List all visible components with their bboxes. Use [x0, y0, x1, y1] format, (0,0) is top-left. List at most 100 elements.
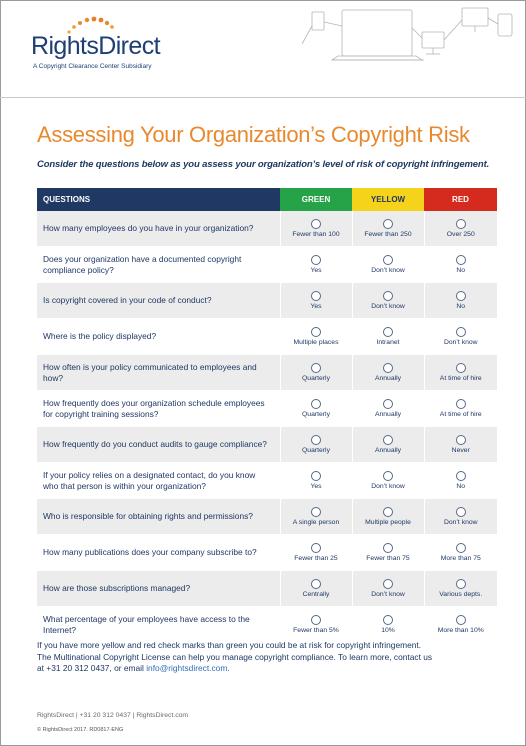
- yellow-radio-button[interactable]: [383, 399, 393, 409]
- green-option-cell: Quarterly: [279, 354, 352, 391]
- yellow-radio-button[interactable]: [383, 543, 393, 553]
- yellow-option-cell: Don’t know: [351, 282, 424, 319]
- red-option-label: No: [456, 303, 466, 310]
- question-text: If your policy relies on a designated co…: [37, 462, 280, 499]
- red-option-cell: No: [423, 282, 497, 319]
- footer-line-3-prefix: at +31 20 312 0437, or email: [37, 663, 147, 673]
- yellow-radio-button[interactable]: [383, 327, 393, 337]
- green-option-cell: Fewer than 5%: [279, 606, 352, 643]
- yellow-option-cell: Intranet: [351, 318, 424, 355]
- question-text: How frequently does your organization sc…: [37, 390, 280, 427]
- question-text: How many employees do you have in your o…: [37, 211, 280, 247]
- red-radio-button[interactable]: [455, 435, 466, 445]
- header-red: RED: [424, 188, 497, 211]
- green-radio-button[interactable]: [311, 543, 321, 553]
- green-option-label: Quarterly: [302, 411, 330, 418]
- footer-line-3: at +31 20 312 0437, or email info@rights…: [37, 663, 497, 675]
- red-radio-button[interactable]: [455, 579, 466, 589]
- header-yellow: YELLOW: [352, 188, 424, 211]
- yellow-radio-button[interactable]: [383, 579, 393, 589]
- yellow-radio-button[interactable]: [383, 363, 393, 373]
- red-option-cell: Over 250: [423, 211, 497, 247]
- red-option-cell: More than 10%: [423, 606, 497, 643]
- yellow-option-cell: Annually: [351, 390, 424, 427]
- yellow-option-cell: 10%: [351, 606, 424, 643]
- page-title: Assessing Your Organization’s Copyright …: [37, 122, 470, 147]
- green-radio-button[interactable]: [311, 327, 321, 337]
- yellow-option-cell: Fewer than 250: [351, 211, 424, 247]
- logo-dots-icon: [67, 16, 114, 34]
- green-radio-button[interactable]: [311, 291, 321, 301]
- table-row: How frequently do you conduct audits to …: [37, 426, 497, 463]
- yellow-radio-button[interactable]: [383, 291, 393, 301]
- red-radio-button[interactable]: [455, 471, 466, 481]
- red-option-label: At time of hire: [439, 375, 482, 382]
- green-option-label: Yes: [310, 303, 322, 310]
- yellow-radio-button[interactable]: [383, 615, 393, 625]
- green-radio-button[interactable]: [311, 507, 321, 517]
- red-radio-button[interactable]: [455, 291, 466, 301]
- red-option-label: Never: [451, 447, 470, 454]
- green-radio-button[interactable]: [311, 219, 321, 229]
- yellow-option-label: Don’t know: [371, 483, 405, 490]
- email-link[interactable]: info@rightsdirect.com: [146, 663, 228, 673]
- green-radio-button[interactable]: [311, 471, 321, 481]
- red-option-label: Various depts.: [439, 591, 483, 598]
- header-green: GREEN: [280, 188, 352, 211]
- yellow-radio-button[interactable]: [383, 219, 393, 229]
- yellow-radio-button[interactable]: [383, 507, 393, 517]
- yellow-radio-button[interactable]: [383, 435, 393, 445]
- red-radio-button[interactable]: [455, 219, 466, 229]
- devices-illustration-icon: [302, 7, 513, 61]
- yellow-radio-button[interactable]: [383, 255, 393, 265]
- green-option-label: Multiple places: [293, 339, 339, 346]
- red-option-label: Over 250: [446, 231, 475, 238]
- red-option-cell: Don’t know: [423, 498, 497, 535]
- yellow-radio-button[interactable]: [383, 471, 393, 481]
- green-option-cell: Yes: [279, 246, 352, 283]
- red-radio-button[interactable]: [455, 507, 466, 517]
- green-radio-button[interactable]: [311, 579, 321, 589]
- yellow-option-cell: Fewer than 75: [351, 534, 424, 571]
- red-radio-button[interactable]: [455, 363, 466, 373]
- red-radio-button[interactable]: [455, 327, 466, 337]
- yellow-option-cell: Annually: [351, 354, 424, 391]
- green-option-cell: Fewer than 100: [279, 211, 352, 247]
- question-text: How often is your policy communicated to…: [37, 354, 280, 391]
- yellow-option-label: Don’t know: [371, 591, 405, 598]
- red-radio-button[interactable]: [455, 399, 466, 409]
- table-header-row: QUESTIONS GREEN YELLOW RED: [37, 188, 497, 211]
- table-row: How many publications does your company …: [37, 534, 497, 571]
- red-radio-button[interactable]: [455, 543, 466, 553]
- green-option-label: Centrally: [302, 591, 330, 598]
- red-option-cell: No: [423, 462, 497, 499]
- green-option-label: Quarterly: [302, 375, 330, 382]
- table-row: How are those subscriptions managed? Cent…: [37, 570, 497, 607]
- green-radio-button[interactable]: [311, 435, 321, 445]
- footer-line-3-suffix: .: [227, 663, 230, 673]
- yellow-option-cell: Don’t know: [351, 570, 424, 607]
- red-option-cell: No: [423, 246, 497, 283]
- yellow-option-label: Fewer than 250: [364, 231, 412, 238]
- red-radio-button[interactable]: [455, 615, 466, 625]
- green-option-label: Quarterly: [302, 447, 330, 454]
- green-radio-button[interactable]: [311, 255, 321, 265]
- header-divider: [0, 97, 526, 98]
- green-radio-button[interactable]: [311, 363, 321, 373]
- yellow-option-label: Annually: [374, 411, 402, 418]
- green-option-cell: Multiple places: [279, 318, 352, 355]
- green-radio-button[interactable]: [311, 399, 321, 409]
- yellow-option-label: Don’t know: [371, 303, 405, 310]
- green-radio-button[interactable]: [311, 615, 321, 625]
- red-option-cell: More than 75: [423, 534, 497, 571]
- green-option-cell: Quarterly: [279, 390, 352, 427]
- question-text: How many publications does your company …: [37, 534, 280, 571]
- footer-line-2: The Multinational Copyright License can …: [37, 651, 433, 662]
- red-option-label: At time of hire: [439, 411, 482, 418]
- green-option-cell: Yes: [279, 282, 352, 319]
- question-text: Where is the policy displayed?: [37, 318, 280, 355]
- table-row: Is copyright covered in your code of con…: [37, 282, 497, 319]
- red-option-cell: Never: [423, 426, 497, 463]
- yellow-option-label: Don’t know: [371, 267, 405, 274]
- red-radio-button[interactable]: [455, 255, 466, 265]
